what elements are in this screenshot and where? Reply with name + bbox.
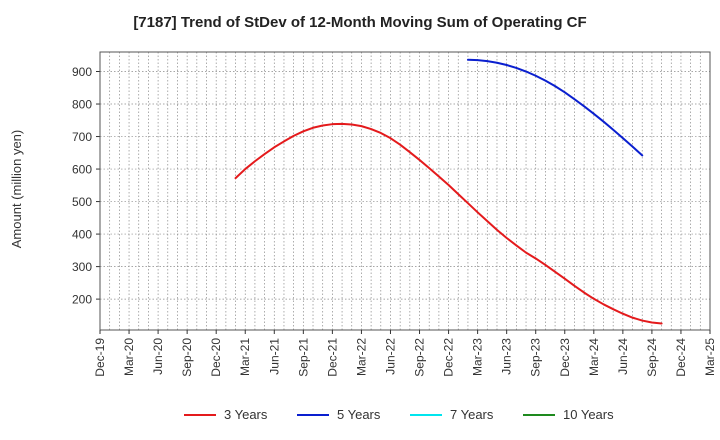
legend-swatch [297,414,329,416]
y-tick-label: 400 [72,228,92,242]
x-tick-label: Jun-22 [383,338,397,375]
x-tick-label: Mar-24 [587,338,601,376]
x-tick-label: Dec-22 [442,338,456,377]
axes [96,51,711,334]
tick-labels: 200 300 400 500 600 700 800 900 Dec-19 Mar-20 Jun-… [72,65,717,377]
y-tick-label: 900 [72,65,92,79]
x-tick-label: Sep-22 [413,338,427,377]
x-tick-label: Jun-24 [616,338,630,375]
x-tick-label: Sep-23 [529,338,543,377]
x-tick-label: Dec-19 [93,338,107,377]
x-tick-label: Dec-20 [209,338,223,377]
y-tick-label: 500 [72,195,92,209]
legend-label: 3 Years [224,407,268,422]
y-tick-label: 200 [72,293,92,307]
x-tick-label: Mar-25 [703,338,717,376]
legend-swatch [410,414,442,416]
legend-swatch [523,414,555,416]
legend-label: 5 Years [337,407,381,422]
legend-label: 7 Years [450,407,494,422]
x-tick-label: Dec-23 [558,338,572,377]
x-tick-label: Mar-23 [471,338,485,376]
y-tick-label: 800 [72,98,92,112]
legend-swatch [184,414,216,416]
x-tick-label: Mar-21 [238,338,252,376]
x-tick-label: Sep-20 [180,338,194,377]
plot-frame [99,51,711,331]
x-tick-label: Mar-22 [354,338,368,376]
legend-label: 10 Years [563,407,614,422]
series-line-5-years [466,58,644,157]
x-tick-label: Jun-20 [151,338,165,375]
x-tick-label: Dec-21 [325,338,339,377]
plot-area [100,52,710,330]
x-tick-label: Dec-24 [674,338,688,377]
x-tick-label: Jun-23 [500,338,514,375]
y-tick-label: 600 [72,163,92,177]
x-tick-label: Sep-21 [296,338,310,377]
x-tick-label: Jun-21 [267,338,281,375]
series-lines [234,58,663,325]
x-tick-label: Sep-24 [645,338,659,377]
y-tick-label: 300 [72,260,92,274]
legend: 3 Years 5 Years 7 Years 10 Years [0,406,720,424]
series-line-3-years [234,122,663,325]
gridlines [99,52,711,330]
y-tick-label: 700 [72,130,92,144]
chart-title: [7187] Trend of StDev of 12-Month Moving… [133,14,587,31]
x-tick-label: Mar-20 [122,338,136,376]
